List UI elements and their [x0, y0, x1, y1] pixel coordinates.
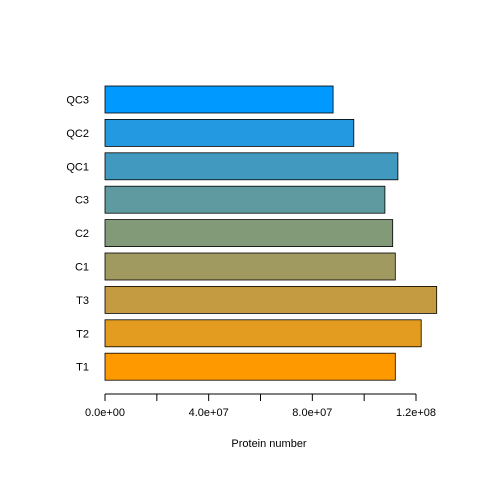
bar-qc2 — [104, 119, 355, 147]
bar-qc3 — [104, 85, 334, 114]
category-label-t2: T2 — [76, 328, 89, 340]
x-tick-label-2: 4.0e+07 — [189, 407, 229, 419]
bar-t3 — [104, 285, 438, 314]
category-label-qc2: QC2 — [66, 128, 89, 140]
category-label-qc3: QC3 — [66, 95, 89, 107]
bar-c2 — [104, 219, 394, 248]
bars-group — [104, 85, 438, 381]
bar-c3 — [104, 185, 386, 214]
category-labels-group: QC3 QC2 QC1 C3 C2 C1 T3 T2 T1 — [66, 95, 89, 374]
x-tick-label-0: 0.0e+00 — [85, 407, 125, 419]
bar-t1 — [104, 352, 396, 381]
bar-c1 — [104, 252, 396, 281]
x-tick-label-4: 8.0e+07 — [292, 407, 332, 419]
category-label-qc1: QC1 — [66, 161, 89, 173]
x-axis: 0.0e+00 4.0e+07 8.0e+07 1.2e+08 — [85, 393, 436, 419]
category-label-c2: C2 — [75, 228, 89, 240]
category-label-t3: T3 — [76, 295, 89, 307]
x-axis-title: Protein number — [231, 438, 307, 450]
category-label-c3: C3 — [75, 195, 89, 207]
category-label-t1: T1 — [76, 362, 89, 374]
category-label-c1: C1 — [75, 262, 89, 274]
x-tick-label-6: 1.2e+08 — [396, 407, 436, 419]
bar-qc1 — [104, 152, 399, 181]
bar-t2 — [104, 319, 422, 348]
